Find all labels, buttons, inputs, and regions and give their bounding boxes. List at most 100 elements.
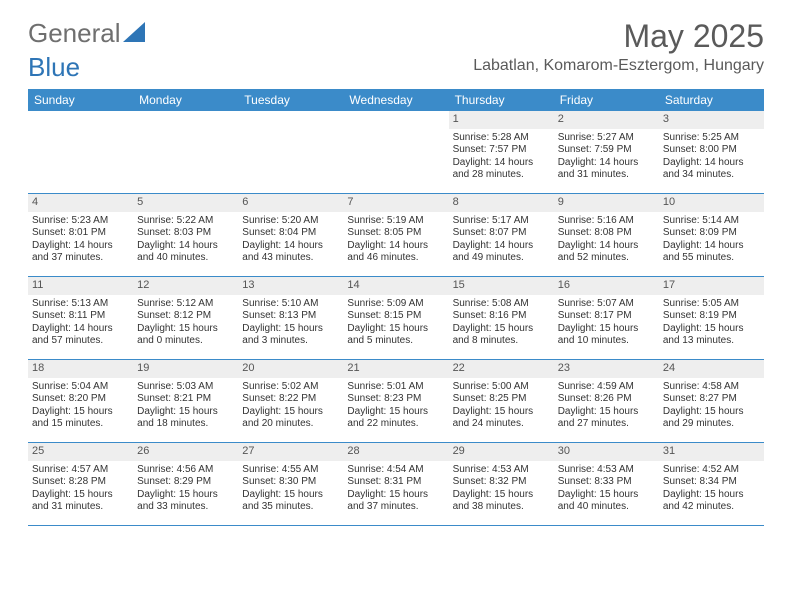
- daylight-line-1: Daylight: 14 hours: [453, 157, 550, 170]
- sunrise-line: Sunrise: 4:53 AM: [558, 464, 655, 477]
- sunrise-line: Sunrise: 4:54 AM: [347, 464, 444, 477]
- day-number: 27: [238, 443, 343, 461]
- daylight-line-2: and 34 minutes.: [663, 169, 760, 182]
- sunset-line: Sunset: 8:31 PM: [347, 476, 444, 489]
- sunset-line: Sunset: 8:16 PM: [453, 310, 550, 323]
- sunrise-line: Sunrise: 5:03 AM: [137, 381, 234, 394]
- daylight-line-1: Daylight: 14 hours: [347, 240, 444, 253]
- daylight-line-1: Daylight: 15 hours: [242, 406, 339, 419]
- dayname-wednesday: Wednesday: [343, 89, 448, 111]
- day-number: 2: [554, 111, 659, 129]
- sunset-line: Sunset: 8:30 PM: [242, 476, 339, 489]
- dayname-friday: Friday: [554, 89, 659, 111]
- daylight-line-1: Daylight: 15 hours: [347, 406, 444, 419]
- day-cell: 5 Sunrise: 5:22 AMSunset: 8:03 PMDaylight…: [133, 194, 238, 276]
- week-row: 1Sunrise: 5:28 AMSunset: 7:57 PMDaylight…: [28, 111, 764, 194]
- day-number: 22: [449, 360, 554, 378]
- day-number: 3: [659, 111, 764, 129]
- sunrise-line: Sunrise: 4:52 AM: [663, 464, 760, 477]
- month-title: May 2025: [473, 18, 764, 55]
- day-number: 11: [28, 277, 133, 295]
- day-number: 30: [554, 443, 659, 461]
- day-number: 16: [554, 277, 659, 295]
- daylight-line-1: Daylight: 14 hours: [663, 240, 760, 253]
- sunset-line: Sunset: 8:23 PM: [347, 393, 444, 406]
- day-number: 25: [28, 443, 133, 461]
- daylight-line-2: and 0 minutes.: [137, 335, 234, 348]
- day-number: 5: [133, 194, 238, 212]
- sunset-line: Sunset: 8:33 PM: [558, 476, 655, 489]
- daylight-line-1: Daylight: 15 hours: [453, 323, 550, 336]
- sunrise-line: Sunrise: 5:02 AM: [242, 381, 339, 394]
- sunset-line: Sunset: 8:21 PM: [137, 393, 234, 406]
- daylight-line-2: and 35 minutes.: [242, 501, 339, 514]
- daylight-line-2: and 10 minutes.: [558, 335, 655, 348]
- sunset-line: Sunset: 8:17 PM: [558, 310, 655, 323]
- sunrise-line: Sunrise: 5:22 AM: [137, 215, 234, 228]
- daylight-line-1: Daylight: 15 hours: [663, 323, 760, 336]
- sunrise-line: Sunrise: 5:14 AM: [663, 215, 760, 228]
- daylight-line-2: and 8 minutes.: [453, 335, 550, 348]
- day-cell: 21Sunrise: 5:01 AMSunset: 8:23 PMDayligh…: [343, 360, 448, 442]
- daylight-line-1: Daylight: 14 hours: [137, 240, 234, 253]
- sunrise-line: Sunrise: 4:55 AM: [242, 464, 339, 477]
- sunrise-line: Sunrise: 4:53 AM: [453, 464, 550, 477]
- day-cell: 23Sunrise: 4:59 AMSunset: 8:26 PMDayligh…: [554, 360, 659, 442]
- daylight-line-1: Daylight: 14 hours: [32, 323, 129, 336]
- day-number: 1: [449, 111, 554, 129]
- sunset-line: Sunset: 8:20 PM: [32, 393, 129, 406]
- sunrise-line: Sunrise: 5:28 AM: [453, 132, 550, 145]
- day-cell: 9Sunrise: 5:16 AMSunset: 8:08 PMDaylight…: [554, 194, 659, 276]
- sunset-line: Sunset: 7:57 PM: [453, 144, 550, 157]
- sunset-line: Sunset: 8:03 PM: [137, 227, 234, 240]
- daylight-line-2: and 52 minutes.: [558, 252, 655, 265]
- daylight-line-2: and 3 minutes.: [242, 335, 339, 348]
- sunset-line: Sunset: 8:00 PM: [663, 144, 760, 157]
- sunset-line: Sunset: 8:19 PM: [663, 310, 760, 323]
- dayname-saturday: Saturday: [659, 89, 764, 111]
- daylight-line-2: and 38 minutes.: [453, 501, 550, 514]
- sunset-line: Sunset: 8:04 PM: [242, 227, 339, 240]
- sunset-line: Sunset: 8:01 PM: [32, 227, 129, 240]
- sunrise-line: Sunrise: 5:23 AM: [32, 215, 129, 228]
- sunrise-line: Sunrise: 5:00 AM: [453, 381, 550, 394]
- sunrise-line: Sunrise: 5:27 AM: [558, 132, 655, 145]
- dayname-thursday: Thursday: [449, 89, 554, 111]
- daylight-line-1: Daylight: 15 hours: [242, 323, 339, 336]
- week-row: 11Sunrise: 5:13 AMSunset: 8:11 PMDayligh…: [28, 277, 764, 360]
- day-number: 18: [28, 360, 133, 378]
- sunset-line: Sunset: 8:29 PM: [137, 476, 234, 489]
- sunset-line: Sunset: 8:26 PM: [558, 393, 655, 406]
- daylight-line-2: and 20 minutes.: [242, 418, 339, 431]
- day-cell: 27 Sunrise: 4:55 AMSunset: 8:30 PMDayligh…: [238, 443, 343, 525]
- logo-triangle-icon: [123, 18, 145, 49]
- daylight-line-1: Daylight: 14 hours: [242, 240, 339, 253]
- daylight-line-1: Daylight: 15 hours: [137, 489, 234, 502]
- day-cell: 6Sunrise: 5:20 AMSunset: 8:04 PMDaylight…: [238, 194, 343, 276]
- daylight-line-2: and 18 minutes.: [137, 418, 234, 431]
- daylight-line-1: Daylight: 15 hours: [32, 489, 129, 502]
- day-cell: 25Sunrise: 4:57 AMSunset: 8:28 PMDayligh…: [28, 443, 133, 525]
- daylight-line-1: Daylight: 15 hours: [242, 489, 339, 502]
- daylight-line-1: Daylight: 14 hours: [663, 157, 760, 170]
- sunset-line: Sunset: 8:07 PM: [453, 227, 550, 240]
- day-cell: 28Sunrise: 4:54 AMSunset: 8:31 PMDayligh…: [343, 443, 448, 525]
- day-number: 10: [659, 194, 764, 212]
- dayname-monday: Monday: [133, 89, 238, 111]
- daylight-line-2: and 33 minutes.: [137, 501, 234, 514]
- week-row: 25Sunrise: 4:57 AMSunset: 8:28 PMDayligh…: [28, 443, 764, 526]
- day-cell: 29Sunrise: 4:53 AMSunset: 8:32 PMDayligh…: [449, 443, 554, 525]
- daylight-line-1: Daylight: 15 hours: [558, 489, 655, 502]
- day-number: 31: [659, 443, 764, 461]
- daylight-line-2: and 49 minutes.: [453, 252, 550, 265]
- day-cell: 30 Sunrise: 4:53 AMSunset: 8:33 PMDayligh…: [554, 443, 659, 525]
- day-cell: 4Sunrise: 5:23 AMSunset: 8:01 PMDaylight…: [28, 194, 133, 276]
- sunrise-line: Sunrise: 4:58 AM: [663, 381, 760, 394]
- daylight-line-2: and 55 minutes.: [663, 252, 760, 265]
- day-number: 9: [554, 194, 659, 212]
- daylight-line-2: and 31 minutes.: [558, 169, 655, 182]
- day-cell: 1 Sunrise: 5:28 AMSunset: 7:57 PMDaylight…: [449, 111, 554, 193]
- daylight-line-2: and 13 minutes.: [663, 335, 760, 348]
- daylight-line-2: and 40 minutes.: [137, 252, 234, 265]
- dayname-row: SundayMondayTuesdayWednesdayThursdayFrid…: [28, 89, 764, 111]
